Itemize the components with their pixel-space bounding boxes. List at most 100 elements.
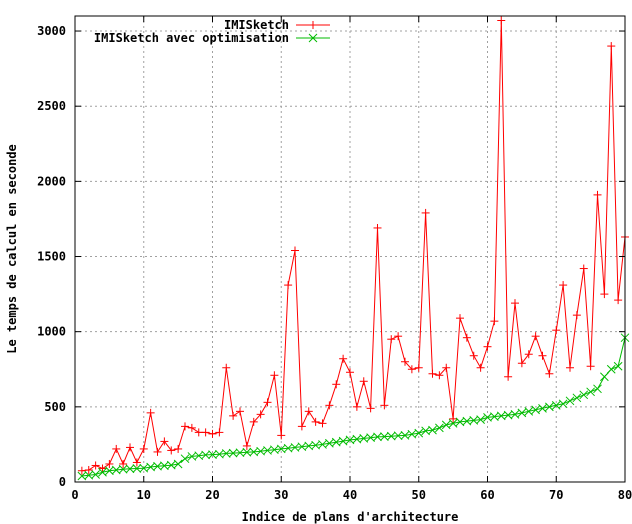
series-2-point xyxy=(380,432,389,441)
series-2-point xyxy=(98,467,107,477)
series-1-point xyxy=(318,419,327,428)
series-1-point xyxy=(187,423,196,432)
series-1-point xyxy=(504,372,513,381)
x-tick-label: 80 xyxy=(618,488,632,502)
series-2-point xyxy=(517,408,527,418)
series-1-point xyxy=(284,281,293,290)
series-2-point xyxy=(421,426,430,436)
series-1-point xyxy=(442,363,451,372)
series-1-point xyxy=(132,458,141,467)
series-2-point xyxy=(545,402,554,412)
series-2-point xyxy=(139,463,149,473)
series-2-point xyxy=(228,448,238,458)
series-2-point xyxy=(414,428,424,438)
series-1-point xyxy=(600,290,609,299)
series-2-point xyxy=(297,442,307,452)
series-2-point xyxy=(256,446,265,456)
series-1-point xyxy=(194,428,203,437)
y-tick-label: 1000 xyxy=(37,325,66,339)
series-1-point xyxy=(380,401,389,410)
series-2-point xyxy=(290,443,300,452)
series-1-point xyxy=(339,354,348,363)
series-1-point xyxy=(304,407,313,416)
y-tick-label: 500 xyxy=(44,400,66,414)
series-1-point xyxy=(476,363,485,372)
axis-ticks: 0 10 20 30 40 50 60 70 80 0 500 1000 1500 2000 2500 300… xyxy=(37,16,632,502)
series-2-point xyxy=(435,423,444,433)
series-2-line xyxy=(81,337,626,477)
series-1-point xyxy=(208,429,217,438)
series-1-point xyxy=(77,466,86,475)
series-2-point xyxy=(565,396,575,406)
series-2-point xyxy=(531,405,540,415)
series-1-point xyxy=(201,428,210,437)
series-1-point xyxy=(297,422,306,431)
series-2-point xyxy=(318,440,327,449)
series-1-point xyxy=(174,444,183,453)
series-2-point xyxy=(180,454,190,464)
x-tick-label: 10 xyxy=(137,488,151,502)
x-axis-label: Indice de plans d'architecture xyxy=(242,510,459,524)
series-1-point xyxy=(352,402,361,411)
series-2-point xyxy=(304,441,314,451)
series-2-point xyxy=(551,400,561,410)
series-2-legend-label: IMISketch avec optimisation xyxy=(94,31,289,45)
series-2-point xyxy=(132,464,142,473)
series-2-point xyxy=(586,387,595,397)
series-2-point xyxy=(201,450,210,460)
series-1-point xyxy=(462,333,471,342)
series-1-point xyxy=(401,357,409,366)
series-1-point xyxy=(332,380,341,389)
series-2-point xyxy=(173,459,183,469)
series-2-point xyxy=(338,436,348,446)
y-tick-label: 3000 xyxy=(37,24,66,38)
series-2-point xyxy=(606,364,616,374)
series-2-point xyxy=(593,384,602,394)
series-1-point xyxy=(153,447,162,456)
series-2-point xyxy=(263,446,272,455)
series-2-point xyxy=(428,425,437,435)
series-2-point xyxy=(345,435,355,445)
series-2-point xyxy=(366,433,375,443)
series-2-point xyxy=(311,440,320,450)
series-1-point xyxy=(456,314,464,323)
series-1-point xyxy=(545,369,554,378)
series-1-point xyxy=(229,411,238,420)
series-1-point xyxy=(566,363,574,372)
series-2-point xyxy=(558,399,568,409)
series-1-point xyxy=(181,422,189,431)
series-1-point xyxy=(222,363,231,372)
series-1-point xyxy=(270,371,279,380)
series-1-point xyxy=(614,296,623,305)
series-2-point xyxy=(386,431,396,441)
series-2-point xyxy=(441,420,451,430)
series-2-point xyxy=(579,390,589,400)
series-2-point xyxy=(125,464,135,474)
series-1-legend-marker xyxy=(309,21,317,29)
series-2-point xyxy=(208,450,217,459)
series-1-point xyxy=(607,42,616,51)
series-2-point xyxy=(455,417,465,427)
x-tick-label: 0 xyxy=(71,488,78,502)
series-1-point xyxy=(552,326,561,335)
series-1-point xyxy=(139,444,148,453)
series-2-point xyxy=(613,361,623,371)
series-2-point xyxy=(118,464,128,474)
series-2-point xyxy=(496,411,506,421)
series-1-point xyxy=(421,208,430,217)
series-1-point xyxy=(366,404,375,413)
series-2-point xyxy=(352,434,362,444)
series-1-point xyxy=(277,431,286,440)
series-1-point xyxy=(119,459,128,468)
series-1-point xyxy=(517,359,526,368)
y-tick-label: 0 xyxy=(59,475,66,489)
series-1-point xyxy=(263,398,272,407)
series-1-point xyxy=(394,332,403,341)
x-tick-label: 30 xyxy=(274,488,288,502)
series-1-point xyxy=(524,350,533,359)
series-1-point xyxy=(311,417,320,426)
series-2-point xyxy=(111,465,121,475)
series-2-point xyxy=(462,416,472,426)
